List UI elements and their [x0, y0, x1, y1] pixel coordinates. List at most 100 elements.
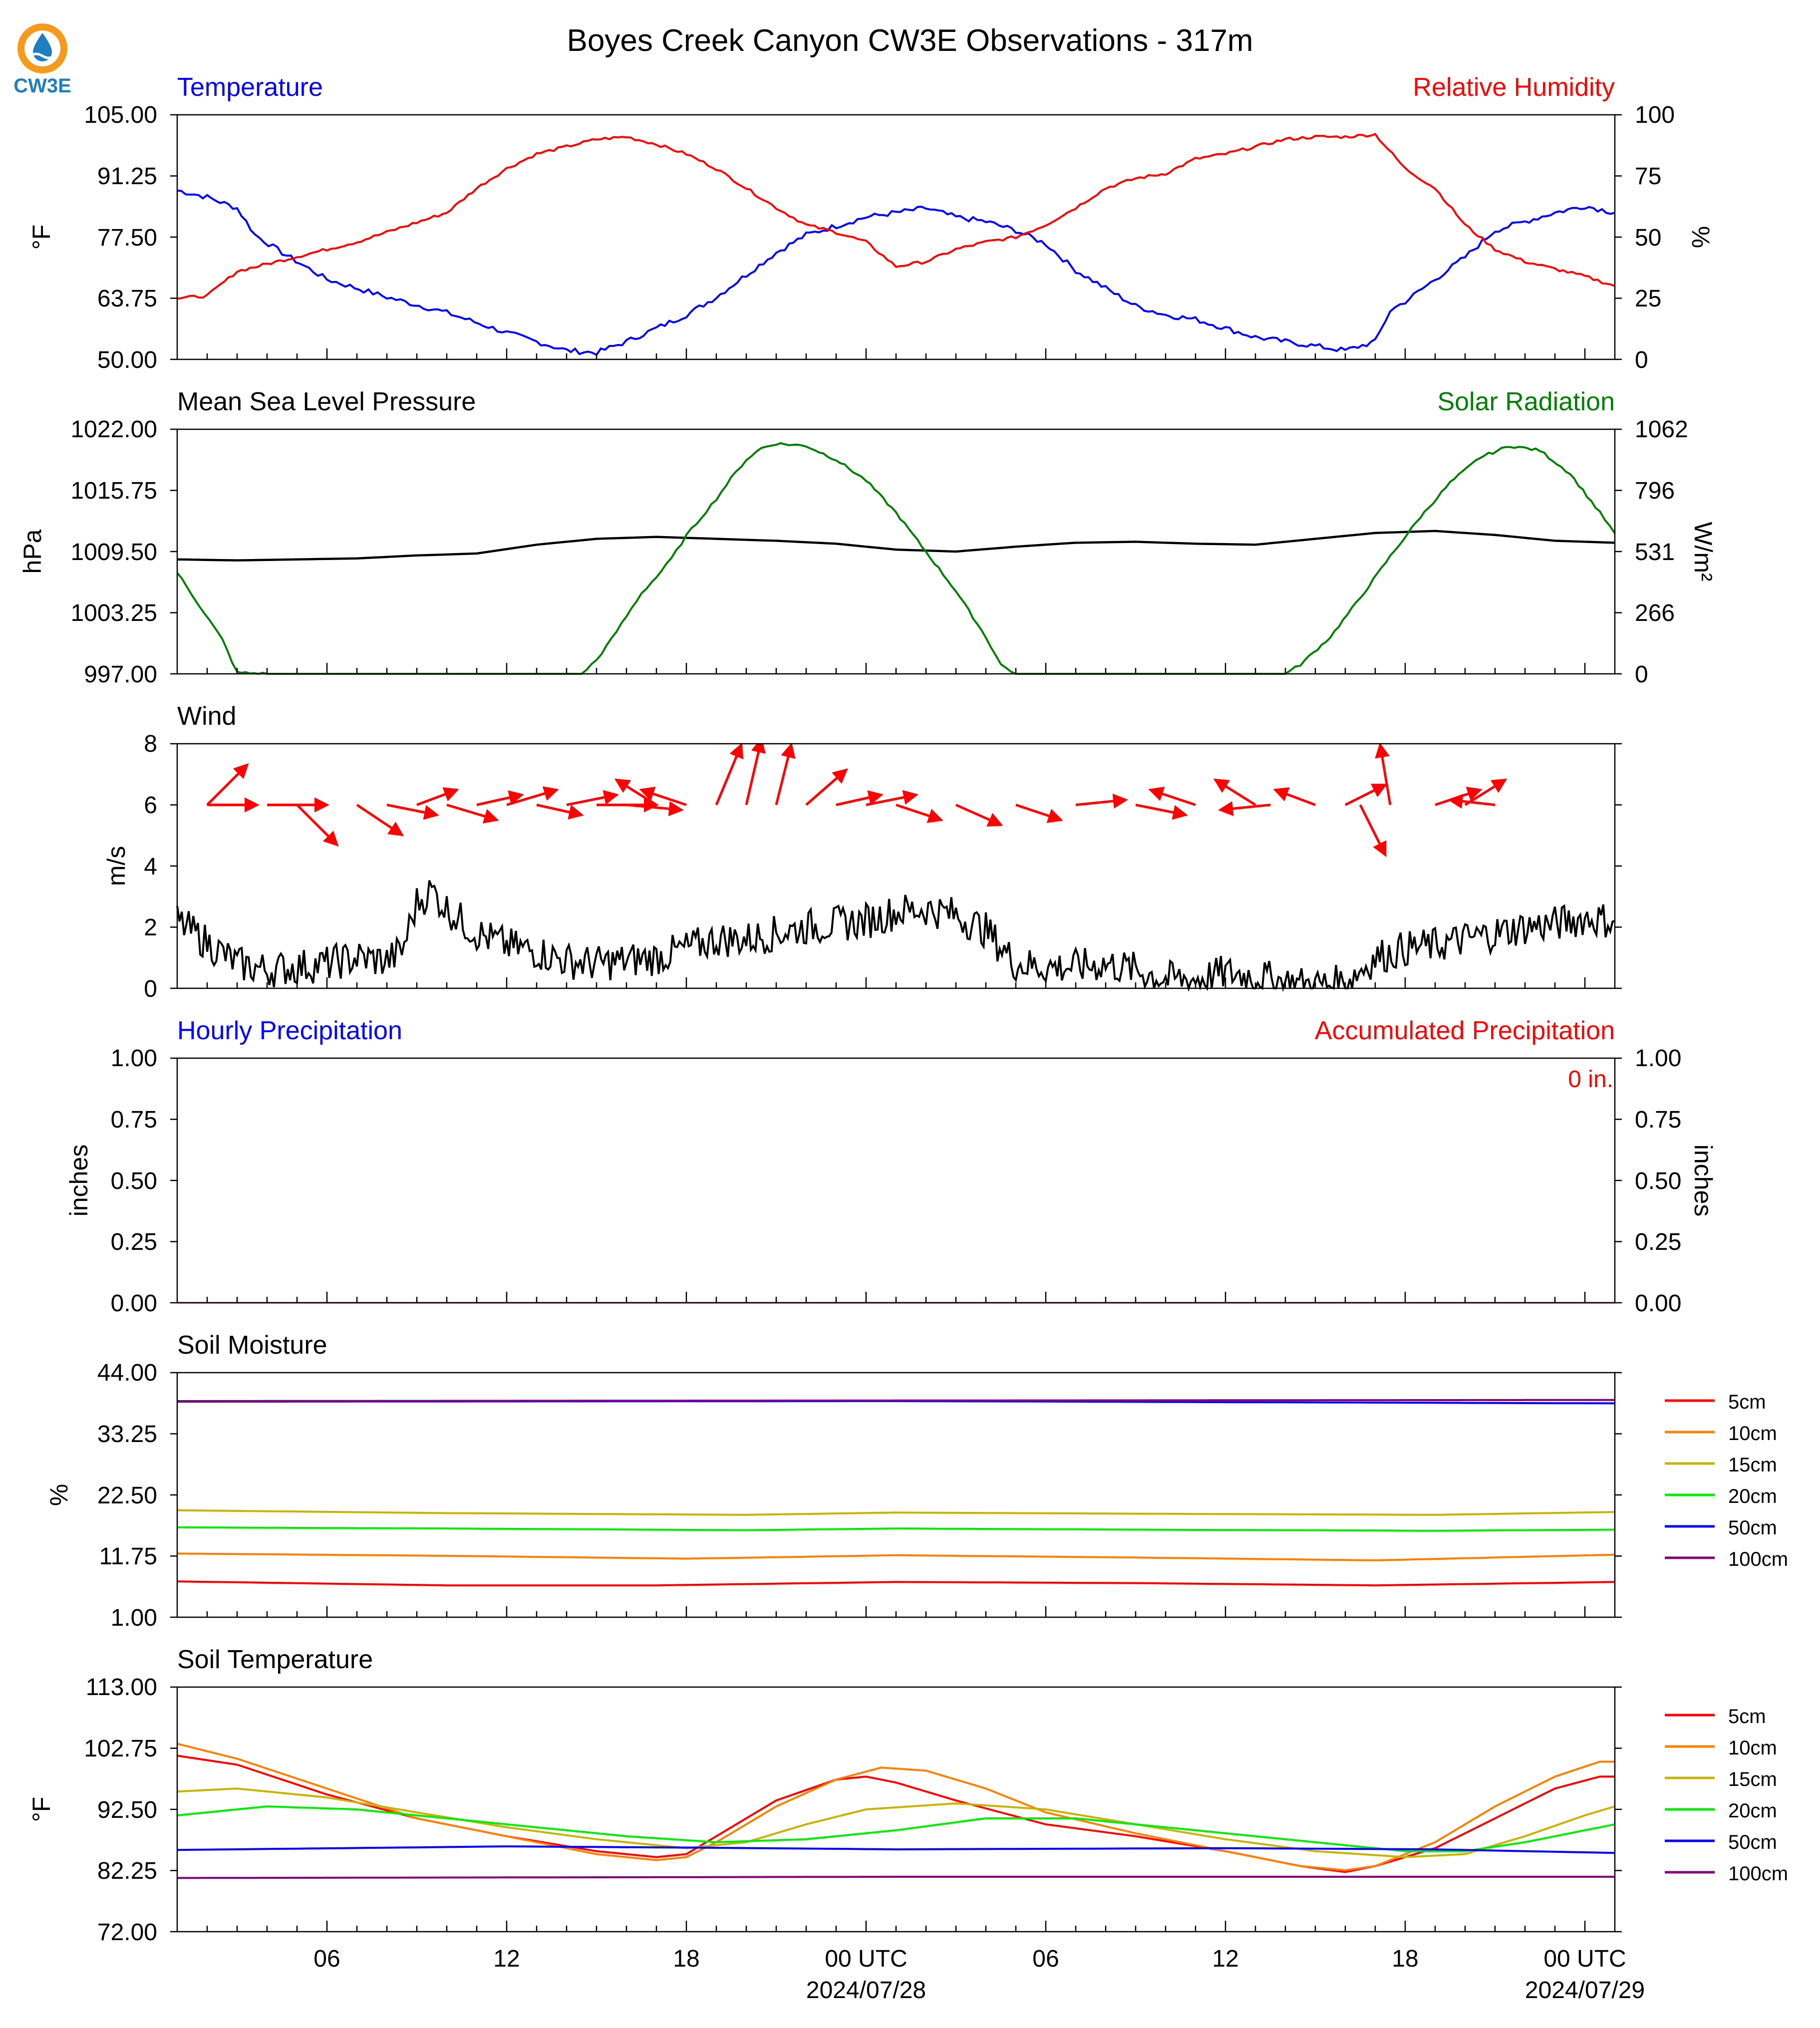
panel-soil-moisture: Soil Moisture % 44.00 33.25 22.50 11.75 …: [45, 1331, 1788, 1631]
wind-arrow: [1448, 794, 1496, 809]
ytick-right: 100: [1635, 102, 1675, 128]
ytick-left: 105.00: [84, 102, 157, 128]
wind-arrow: [566, 790, 619, 806]
ytick-right: 796: [1635, 478, 1675, 504]
solar-title: Solar Radiation: [1437, 387, 1615, 416]
legend-label: 100cm: [1728, 1548, 1788, 1570]
wind-arrow: [356, 804, 404, 837]
legend-label: 20cm: [1728, 1485, 1777, 1507]
legend-label: 50cm: [1728, 1831, 1777, 1853]
soil-temperature-100cm-line: [177, 1876, 1615, 1879]
temperature-line: [177, 189, 1615, 356]
ytick-left: 102.75: [84, 1736, 157, 1762]
time-axis: 06 12 18 00 UTC 06 12 18 00 UTC 2024/07/…: [313, 1946, 1645, 2004]
ytick-left: 0.75: [111, 1107, 157, 1133]
soil-temperature-legend: 5cm 10cm 15cm 20cm 50cm 100cm: [1665, 1706, 1788, 1885]
accum-precip-title: Accumulated Precipitation: [1315, 1016, 1615, 1045]
legend-label: 5cm: [1728, 1706, 1766, 1728]
xtick-label: 06: [313, 1946, 340, 1972]
ytick-left: 63.75: [97, 286, 157, 312]
soil-moisture-15cm-line: [177, 1509, 1615, 1516]
ytick-left: 22.50: [97, 1482, 157, 1509]
ytick-right: 1.00: [1635, 1045, 1681, 1072]
ytick-right: 531: [1635, 539, 1675, 566]
wind-arrow: [446, 804, 499, 824]
ytick-right: 50: [1635, 225, 1661, 251]
temperature-ylabel: °F: [27, 225, 55, 250]
soil-moisture-legend: 5cm 10cm 15cm 20cm 50cm 100cm: [1665, 1391, 1788, 1570]
wind-arrow: [506, 786, 559, 806]
ytick-left: 6: [144, 792, 157, 819]
legend-label: 15cm: [1728, 1768, 1777, 1790]
temperature-title: Temperature: [177, 73, 323, 102]
hourly-precip-title: Hourly Precipitation: [177, 1016, 402, 1045]
wind-arrow: [955, 804, 1003, 827]
accum-precip-annotation: 0 in.: [1568, 1066, 1613, 1093]
panel-pressure: Mean Sea Level Pressure Solar Radiation …: [18, 387, 1717, 688]
ytick-right: 0: [1635, 661, 1648, 688]
ytick-left: 1.00: [111, 1045, 157, 1072]
logo-text: CW3E: [13, 75, 71, 97]
ytick-left: 4: [144, 854, 157, 880]
ytick-left: 91.25: [97, 163, 157, 190]
wind-arrow: [386, 804, 439, 820]
panel-wind: Wind m/s 8 6 4 2 0: [102, 702, 1622, 1002]
wind-arrow: [1148, 787, 1196, 806]
date-label: 2024/07/28: [806, 1977, 926, 2004]
ytick-left: 77.50: [97, 225, 157, 251]
legend-label: 10cm: [1728, 1737, 1777, 1759]
wind-arrow: [626, 801, 684, 817]
wind-arrow: [1213, 778, 1256, 806]
legend-label: 15cm: [1728, 1454, 1777, 1476]
soil-moisture-20cm-line: [177, 1526, 1615, 1532]
panel-soil-temperature: Soil Temperature °F 113.00 102.75 92.50 …: [27, 1645, 1788, 1946]
soil-moisture-10cm-line: [177, 1552, 1615, 1562]
wind-arrow: [639, 787, 687, 806]
precip-ylabel-left: inches: [65, 1145, 93, 1217]
pressure-ylabel: hPa: [18, 529, 46, 574]
cw3e-logo: CW3E: [13, 23, 71, 97]
soil-moisture-ylabel: %: [45, 1484, 73, 1506]
wind-arrow: [896, 804, 943, 823]
ytick-left: 2: [144, 914, 157, 941]
panel-precip: Hourly Precipitation Accumulated Precipi…: [65, 1016, 1717, 1317]
wind-ylabel: m/s: [102, 846, 130, 886]
wind-arrows: [206, 744, 1508, 857]
humidity-title: Relative Humidity: [1413, 73, 1615, 102]
xtick-label: 12: [1212, 1946, 1238, 1972]
ytick-right: 0: [1635, 347, 1648, 373]
xtick-label: 00 UTC: [1543, 1946, 1626, 1972]
ytick-right: 25: [1635, 286, 1661, 312]
ytick-right: 0.50: [1635, 1168, 1681, 1194]
wind-arrow: [805, 768, 848, 806]
xtick-label: 18: [673, 1946, 699, 1972]
wind-arrow: [1273, 787, 1316, 806]
ytick-left: 113.00: [86, 1674, 157, 1701]
ytick-left: 997.00: [84, 661, 157, 688]
wind-arrow: [775, 744, 796, 806]
ytick-left: 1003.25: [70, 600, 157, 626]
wind-arrow: [206, 763, 249, 806]
ytick-left: 0.00: [111, 1290, 157, 1317]
ytick-right: 75: [1635, 163, 1661, 190]
humidity-line: [177, 133, 1615, 300]
ytick-left: 1.00: [111, 1605, 157, 1631]
wind-arrow: [715, 744, 744, 806]
soil-temperature-10cm-line: [177, 1742, 1615, 1871]
wind-arrow: [1375, 744, 1392, 805]
wind-arrow: [1075, 794, 1128, 809]
pressure-title: Mean Sea Level Pressure: [177, 387, 476, 416]
ytick-left: 50.00: [97, 347, 157, 373]
soil-temperature-15cm-line: [177, 1787, 1615, 1858]
ytick-left: 8: [144, 731, 157, 757]
wind-speed-line: [176, 880, 1615, 992]
ytick-right: 0.25: [1635, 1229, 1681, 1255]
legend-label: 5cm: [1728, 1391, 1766, 1413]
ytick-left: 1015.75: [70, 478, 157, 504]
ytick-right: 266: [1635, 600, 1675, 626]
ytick-left: 72.00: [97, 1919, 157, 1946]
legend-label: 50cm: [1728, 1517, 1777, 1539]
legend-label: 100cm: [1728, 1863, 1788, 1885]
ytick-right: 0.75: [1635, 1107, 1681, 1133]
soil-temperature-50cm-line: [177, 1845, 1615, 1854]
